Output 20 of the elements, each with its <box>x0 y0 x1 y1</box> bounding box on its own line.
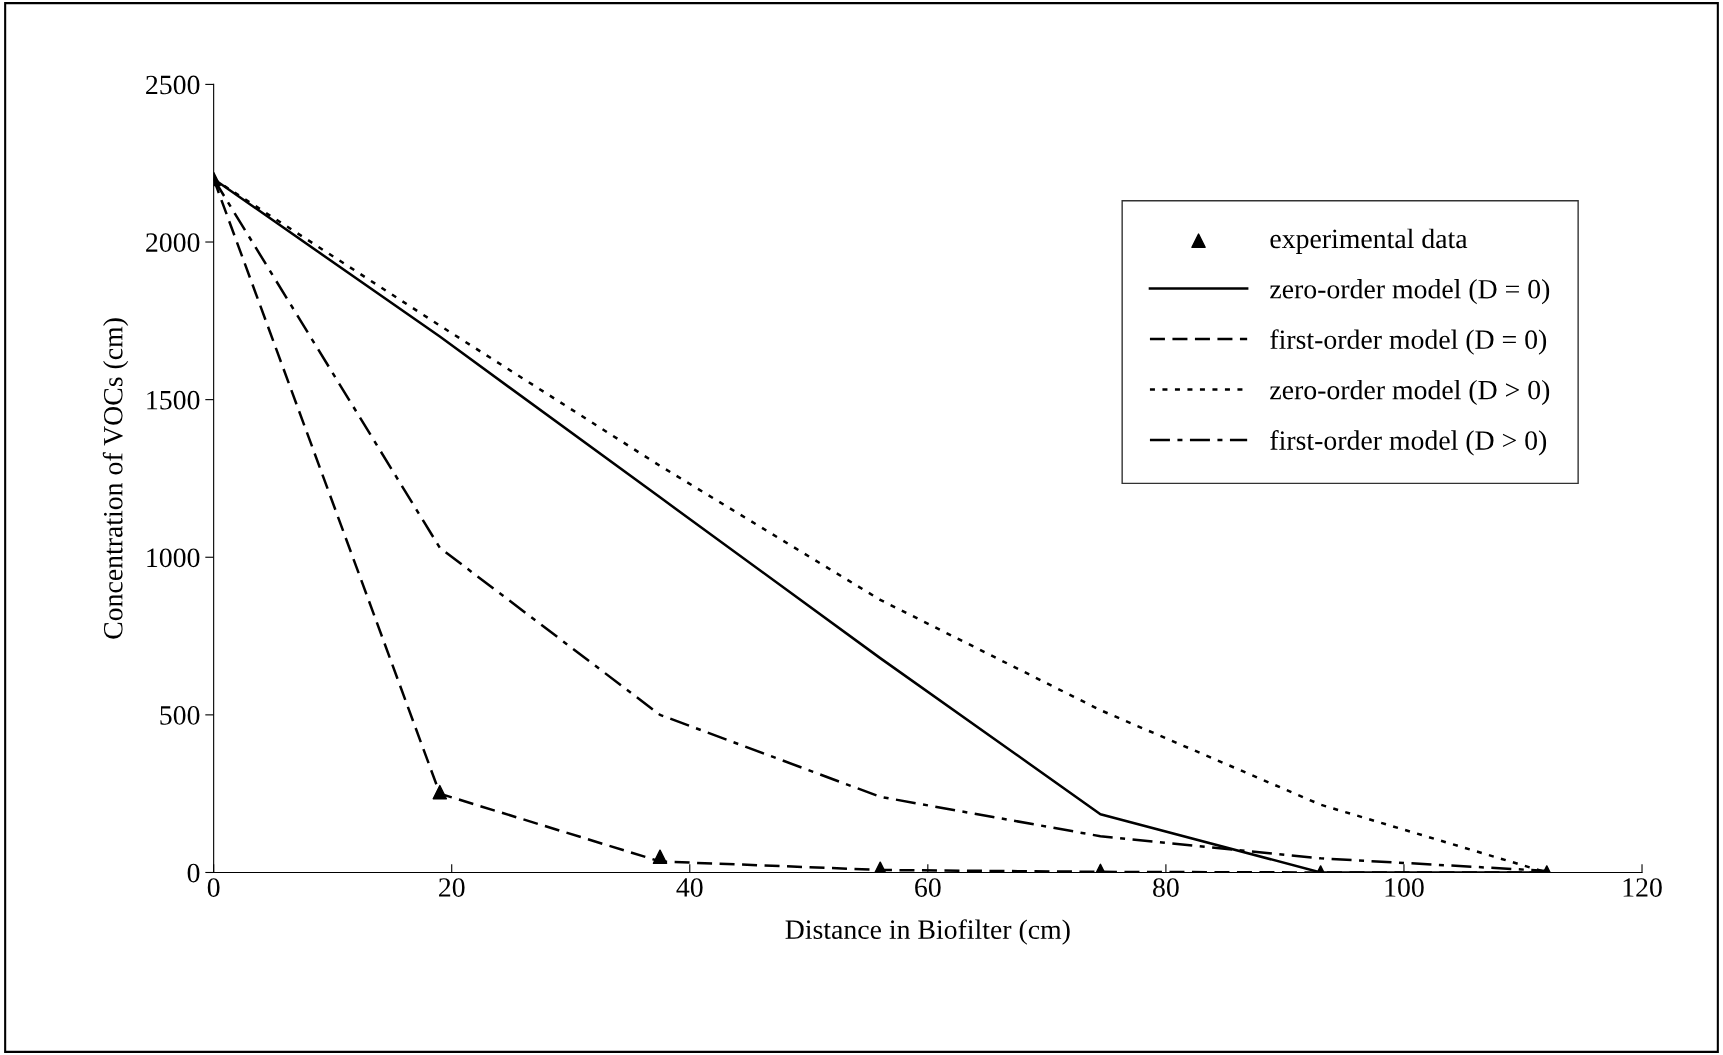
legend-label: experimental data <box>1270 228 1468 254</box>
x-axis-title: Distance in Biofilter (cm) <box>785 919 1070 945</box>
y-tick-label: 0 <box>187 863 200 883</box>
x-tick-label: 60 <box>915 878 941 897</box>
x-tick-label: 20 <box>439 878 465 897</box>
x-tick-label: 0 <box>207 878 220 897</box>
y-tick-label: 1500 <box>147 390 200 410</box>
x-tick-label: 40 <box>676 878 703 897</box>
x-tick-label: 120 <box>1623 878 1662 897</box>
legend-label: zero-order model (D > 0) <box>1270 379 1550 406</box>
y-tick-label: 500 <box>160 706 200 725</box>
y-axis-title: Concentration of VOCs (cm) <box>102 318 129 639</box>
y-tick-label: 2000 <box>146 233 200 252</box>
legend-label: first-order model (D = 0) <box>1270 329 1547 355</box>
x-tick-label: 100 <box>1385 878 1424 897</box>
y-tick-label: 1000 <box>147 548 200 568</box>
legend-label: first-order model (D > 0) <box>1270 430 1547 456</box>
x-tick-label: 80 <box>1153 878 1179 897</box>
y-tick-label: 2500 <box>146 75 200 95</box>
legend-label: zero-order model (D = 0) <box>1270 279 1550 305</box>
